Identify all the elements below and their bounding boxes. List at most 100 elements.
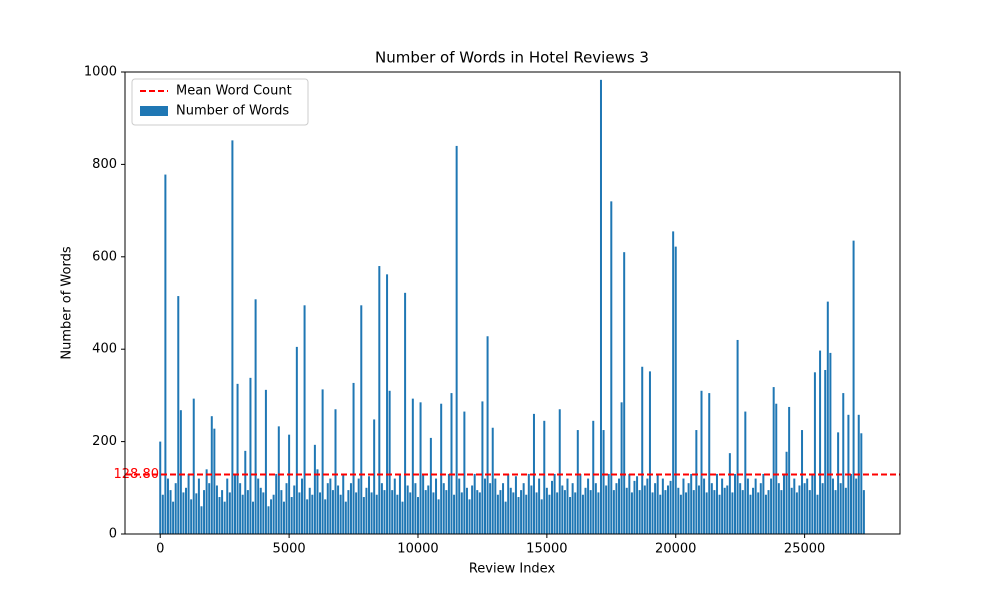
bar (486, 336, 489, 534)
bar (373, 419, 376, 534)
bar (290, 497, 293, 534)
bar (355, 492, 358, 534)
bar (710, 483, 713, 534)
bar (654, 483, 657, 534)
bar (764, 494, 767, 534)
bar (378, 266, 381, 534)
bar (419, 402, 422, 534)
bar (324, 499, 327, 534)
bar (834, 490, 837, 534)
bar (241, 494, 244, 534)
bar (746, 478, 749, 534)
bar (282, 501, 285, 534)
bar (349, 483, 352, 534)
bar (249, 377, 252, 534)
bar (285, 483, 288, 534)
bar (476, 490, 479, 534)
bar (569, 497, 572, 534)
bar (233, 473, 236, 534)
bar (584, 487, 587, 534)
bar (298, 492, 301, 534)
bar (512, 492, 515, 534)
bar (718, 494, 721, 534)
bar (507, 473, 510, 534)
bar (190, 499, 193, 534)
bar (625, 487, 628, 534)
bar (300, 478, 303, 534)
bar (257, 478, 260, 534)
bar (450, 393, 453, 534)
bar (185, 487, 188, 534)
bar (721, 478, 724, 534)
bar (788, 406, 791, 534)
bar (620, 402, 623, 534)
bar (396, 494, 399, 534)
bar (520, 490, 523, 534)
bar (795, 492, 798, 534)
bar (664, 490, 667, 534)
bar (646, 478, 649, 534)
bar (445, 490, 448, 534)
bar (311, 494, 314, 534)
legend-swatch (140, 106, 168, 116)
bar (270, 499, 273, 534)
bar (829, 352, 832, 534)
bar (605, 485, 608, 534)
bar (772, 387, 775, 534)
bar (651, 492, 654, 534)
bar (215, 485, 218, 534)
bar (197, 478, 200, 534)
bar (427, 485, 430, 534)
bar (759, 483, 762, 534)
bar (386, 274, 389, 534)
bar (731, 492, 734, 534)
bar (288, 434, 291, 534)
bar (844, 487, 847, 534)
bar (705, 492, 708, 534)
y-tick-label: 1000 (84, 65, 117, 80)
x-tick-label: 20000 (655, 542, 696, 557)
bar (391, 490, 394, 534)
bar (607, 473, 610, 534)
bar (770, 478, 773, 534)
legend-label: Mean Word Count (176, 84, 292, 99)
bar (782, 473, 785, 534)
bar (826, 301, 829, 534)
bar (628, 473, 631, 534)
bar (406, 485, 409, 534)
bar (478, 492, 481, 534)
bar (221, 490, 224, 534)
bar (424, 490, 427, 534)
bar (388, 390, 391, 534)
bar (231, 140, 234, 534)
bar (365, 487, 368, 534)
chart-title: Number of Words in Hotel Reviews 3 (375, 49, 649, 67)
bar (811, 473, 814, 534)
y-tick-label: 400 (92, 342, 117, 357)
bar (522, 483, 525, 534)
bar (754, 478, 757, 534)
bar (192, 398, 195, 534)
bar (514, 476, 517, 534)
y-tick-label: 600 (92, 249, 117, 264)
bar (535, 492, 538, 534)
bar (344, 501, 347, 534)
bar (208, 483, 211, 534)
bar (636, 476, 639, 534)
bar (566, 478, 569, 534)
bar (579, 473, 582, 534)
bar (618, 478, 621, 534)
bar (656, 473, 659, 534)
bar (213, 428, 216, 534)
bar (267, 506, 270, 534)
bar (700, 390, 703, 534)
bar (648, 371, 651, 534)
bar (280, 490, 283, 534)
bar (398, 473, 401, 534)
bar (597, 492, 600, 534)
bar (612, 490, 615, 534)
bar (672, 231, 675, 534)
bar (218, 497, 221, 534)
bar (246, 490, 249, 534)
bar (357, 478, 360, 534)
